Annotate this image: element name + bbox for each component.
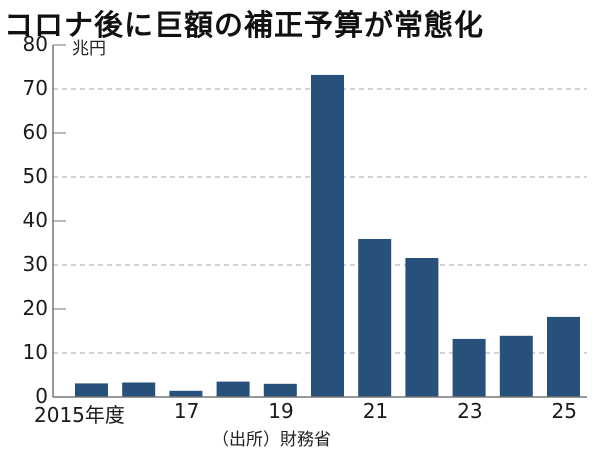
- bar-2024: [499, 335, 533, 397]
- y-tick-label: 30: [22, 252, 48, 276]
- x-tick-label: 17: [173, 399, 200, 423]
- source-note: （出所）財務省: [212, 430, 331, 450]
- x-tick-label: 21: [362, 399, 389, 423]
- bar-2023: [452, 338, 486, 397]
- bar-2025: [547, 316, 580, 397]
- x-tick-label: 25: [551, 399, 577, 423]
- bar-2019: [263, 383, 297, 397]
- y-axis-unit-label: 兆円: [72, 39, 106, 59]
- y-tick-label: 40: [22, 208, 48, 232]
- bar-2017: [169, 390, 203, 397]
- y-tick-label: 20: [22, 296, 48, 320]
- gridlines: [53, 88, 587, 354]
- x-tick-label: 19: [268, 399, 294, 423]
- chart-title: コロナ後に巨額の補正予算が常態化: [4, 8, 485, 42]
- x-tick-label: 2015年度: [34, 403, 125, 427]
- bars: [75, 74, 580, 398]
- y-tick-label: 50: [22, 164, 48, 188]
- bar-2018: [216, 381, 250, 397]
- bar-2020: [311, 74, 344, 398]
- bar-2021: [358, 239, 392, 397]
- y-tick-label: 80: [22, 32, 48, 56]
- bar-2016: [122, 382, 156, 397]
- bar-2015: [75, 383, 108, 397]
- axes: [52, 44, 587, 398]
- bar-2022: [405, 258, 439, 397]
- y-tick-label: 0: [35, 384, 48, 408]
- y-tick-label: 10: [22, 340, 48, 364]
- y-tick-label: 60: [22, 120, 48, 144]
- x-tick-label: 23: [457, 399, 483, 423]
- y-tick-label: 70: [22, 76, 48, 100]
